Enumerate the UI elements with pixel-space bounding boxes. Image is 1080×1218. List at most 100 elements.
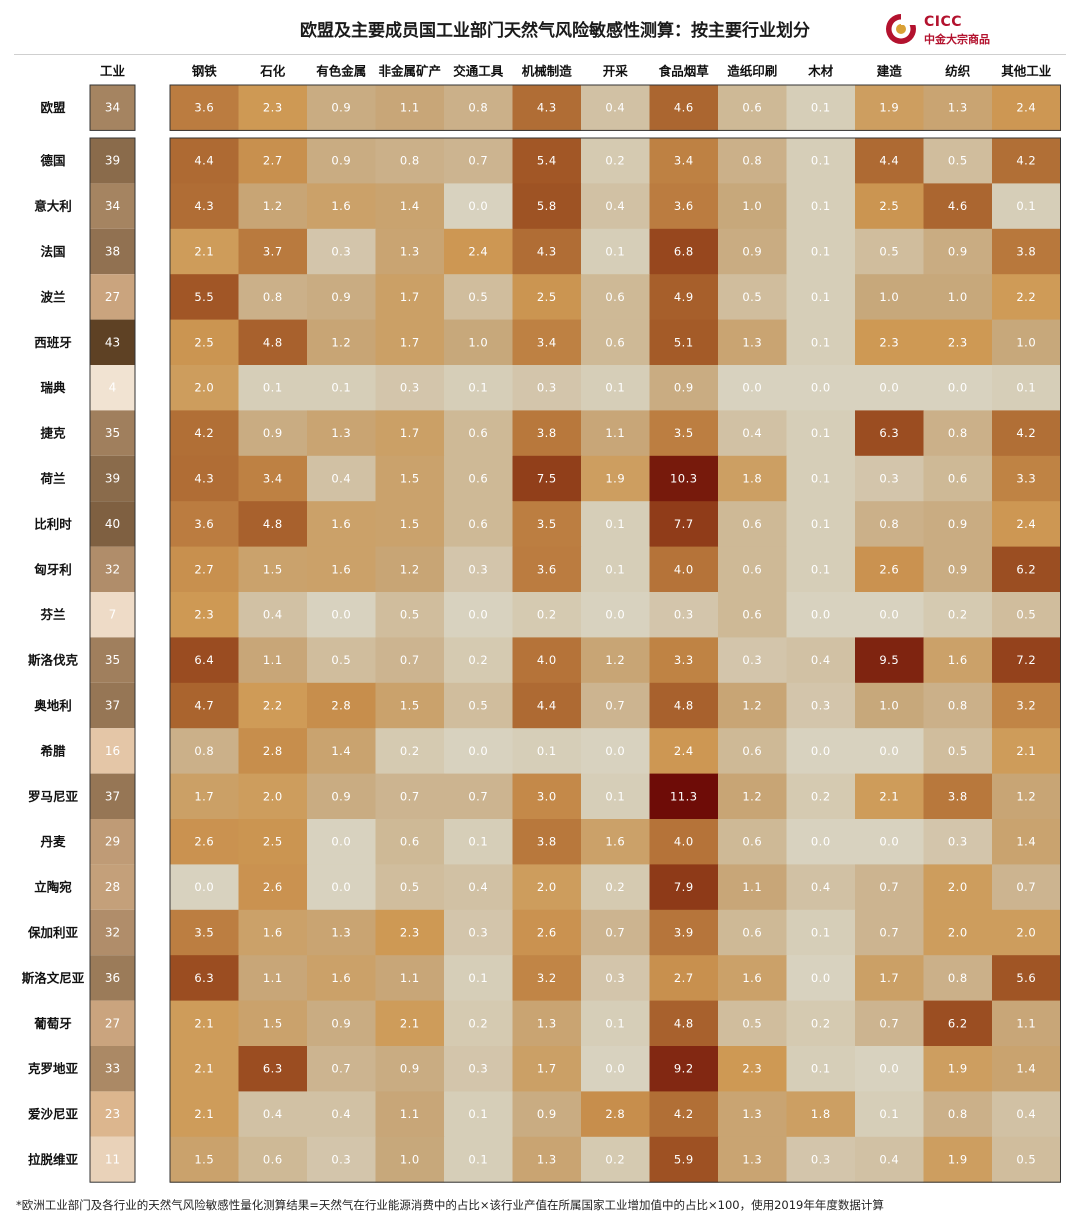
cell-label: 5.6	[1016, 971, 1036, 985]
cicc-logo: CICC 中金大宗商品	[884, 12, 1004, 48]
heatmap-cell	[923, 909, 993, 956]
row-label: 奥地利	[34, 698, 72, 713]
cell-label: 2.0	[948, 880, 968, 894]
cell-label: 1.3	[537, 1153, 557, 1167]
heatmap-cell	[649, 773, 719, 820]
cell-label: 0.6	[468, 472, 488, 486]
heatmap-cell	[649, 1046, 719, 1092]
heatmap-cell	[923, 546, 993, 593]
eu-heatmap-cell	[718, 85, 787, 131]
row-label: 波兰	[40, 289, 66, 304]
cell-label: 0.9	[331, 1016, 351, 1030]
cell-label: 0.2	[811, 1016, 831, 1030]
cell-label: 0.6	[400, 835, 420, 849]
cell-label: 1.1	[400, 1107, 420, 1121]
heatmap-cell	[170, 682, 239, 729]
row-label: 瑞典	[40, 380, 66, 395]
cell-label: 0.0	[879, 744, 899, 758]
cell-label: 6.3	[194, 971, 214, 985]
cell-label: 0.1	[263, 381, 283, 395]
heatmap-cell	[923, 228, 993, 275]
heatmap-cell	[992, 1091, 1061, 1138]
cell-label: 0.6	[605, 335, 625, 349]
cell-label: 1.7	[537, 1062, 557, 1076]
cell-label: 0.8	[948, 1107, 968, 1121]
row-label: 希腊	[39, 743, 66, 758]
cell-label: 2.0	[1016, 926, 1036, 940]
cell-label: 3.6	[194, 517, 214, 531]
heatmap-cell	[307, 773, 376, 820]
cell-label: 1.6	[331, 971, 351, 985]
eu-cell-label: 0.9	[331, 101, 351, 115]
cell-label: 0.7	[879, 1016, 899, 1030]
cell-label: 1.1	[605, 426, 625, 440]
cell-label: 1.7	[400, 426, 420, 440]
heatmap-cell	[170, 501, 239, 548]
heatmap-cell	[649, 1000, 719, 1047]
cell-label: 0.3	[605, 971, 625, 985]
cell-label: 0.3	[811, 1153, 831, 1167]
cell-label: 1.2	[1016, 789, 1036, 803]
eu-cell-label: 0.4	[605, 101, 625, 115]
cell-label: 0.6	[742, 562, 762, 576]
heatmap-cell	[375, 819, 445, 865]
cell-label: 0.1	[605, 245, 625, 259]
column-header: 木材	[807, 64, 834, 79]
heatmap-cell	[786, 501, 856, 548]
cell-label: 1.7	[400, 335, 420, 349]
heatmap-cell	[581, 274, 650, 321]
heatmap-cell	[375, 365, 445, 411]
cell-label: 6.4	[194, 653, 214, 667]
cell-label: 1.0	[948, 290, 968, 304]
eu-cell-label: 4.3	[537, 101, 557, 115]
logo-name: CICC	[924, 14, 963, 30]
eu-heatmap-cell	[307, 85, 376, 131]
row-label: 拉脱维亚	[28, 1152, 79, 1167]
heatmap-cell	[992, 682, 1061, 729]
eu-cell-label: 1.3	[948, 101, 968, 115]
cell-label: 0.3	[400, 381, 420, 395]
heatmap-cell	[170, 1136, 239, 1183]
cell-label: 0.4	[742, 426, 762, 440]
heatmap-cell	[581, 592, 650, 638]
cell-label: 0.5	[948, 744, 968, 758]
cell-label: 5.1	[674, 335, 694, 349]
cell-label: 0.1	[879, 1107, 899, 1121]
heatmap-cell	[786, 455, 856, 502]
cell-label: 0.1	[811, 517, 831, 531]
cell-label: 0.7	[400, 789, 420, 803]
heatmap-cell	[170, 909, 239, 956]
total-cell	[90, 501, 135, 547]
heatmap-cell	[786, 138, 856, 184]
heatmap-cell	[992, 637, 1061, 684]
cell-label: 4.0	[537, 653, 557, 667]
cell-label: 0.1	[1016, 381, 1036, 395]
heatmap-cell	[581, 319, 650, 366]
heatmap-cell	[923, 955, 993, 1002]
heatmap-cell	[923, 1000, 993, 1047]
heatmap-cell	[581, 546, 650, 593]
total-label: 35	[105, 653, 120, 667]
cell-label: 2.1	[400, 1016, 420, 1030]
heatmap-cell	[444, 183, 513, 230]
cell-label: 0.8	[194, 744, 214, 758]
total-cell	[90, 1136, 135, 1183]
cell-label: 0.0	[879, 1062, 899, 1076]
heatmap-cell	[238, 1000, 308, 1047]
cell-label: 1.5	[400, 699, 420, 713]
heatmap-cell	[992, 228, 1061, 275]
heatmap-cell	[170, 319, 239, 366]
cell-label: 0.0	[194, 880, 214, 894]
heatmap-cell	[512, 955, 582, 1002]
heatmap-cell	[923, 365, 993, 411]
heatmap-cell	[170, 365, 239, 411]
total-cell	[90, 274, 135, 320]
cell-label: 0.6	[468, 517, 488, 531]
cell-label: 0.3	[468, 926, 488, 940]
heatmap-cell	[170, 819, 239, 865]
cell-label: 2.8	[605, 1107, 625, 1121]
heatmap-cell	[786, 728, 856, 775]
eu-heatmap-cell	[512, 85, 582, 131]
cell-label: 0.8	[948, 699, 968, 713]
heatmap-cell	[512, 228, 582, 275]
